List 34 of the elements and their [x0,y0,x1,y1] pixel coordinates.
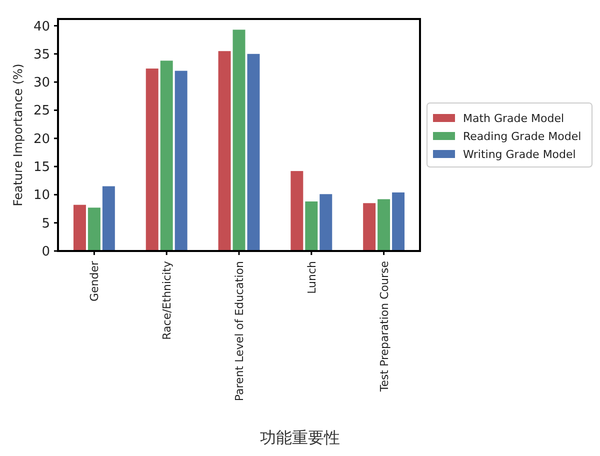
bar [290,171,304,251]
bar [363,203,376,251]
bar [160,60,173,251]
bar [102,186,115,251]
x-tick-label: Parent Level of Education [233,260,246,402]
bar [320,194,332,251]
legend-label: Reading Grade Model [463,130,582,143]
bar [88,208,100,251]
y-axis-title: Feature Importance (%) [11,64,25,206]
y-tick-label: 30 [33,76,50,91]
y-tick-label: 40 [33,19,50,34]
bar [146,68,158,251]
x-axis-title: 功能重要性 [260,428,340,447]
y-tick-label: 15 [33,160,50,176]
x-tick-label: Race/Ethnicity [160,260,174,340]
y-tick-label: 35 [33,47,50,62]
y-tick-label: 5 [42,216,50,232]
x-tick-label: Gender [88,260,102,302]
bar [247,54,260,251]
bar [232,30,246,251]
y-tick-label: 25 [33,104,50,119]
legend-label: Math Grade Model [463,112,564,125]
legend-label: Writing Grade Model [463,148,576,161]
x-tick-label: Test Preparation Course [378,260,391,393]
y-tick-label: 0 [42,244,50,260]
bar [378,199,390,251]
y-tick-label: 10 [33,188,50,204]
bar [305,201,318,251]
x-tick-label: Lunch [305,260,318,294]
bar [73,204,86,251]
bar [392,192,405,251]
y-tick-label: 20 [33,132,50,147]
bar [174,70,188,251]
bar [218,51,231,251]
